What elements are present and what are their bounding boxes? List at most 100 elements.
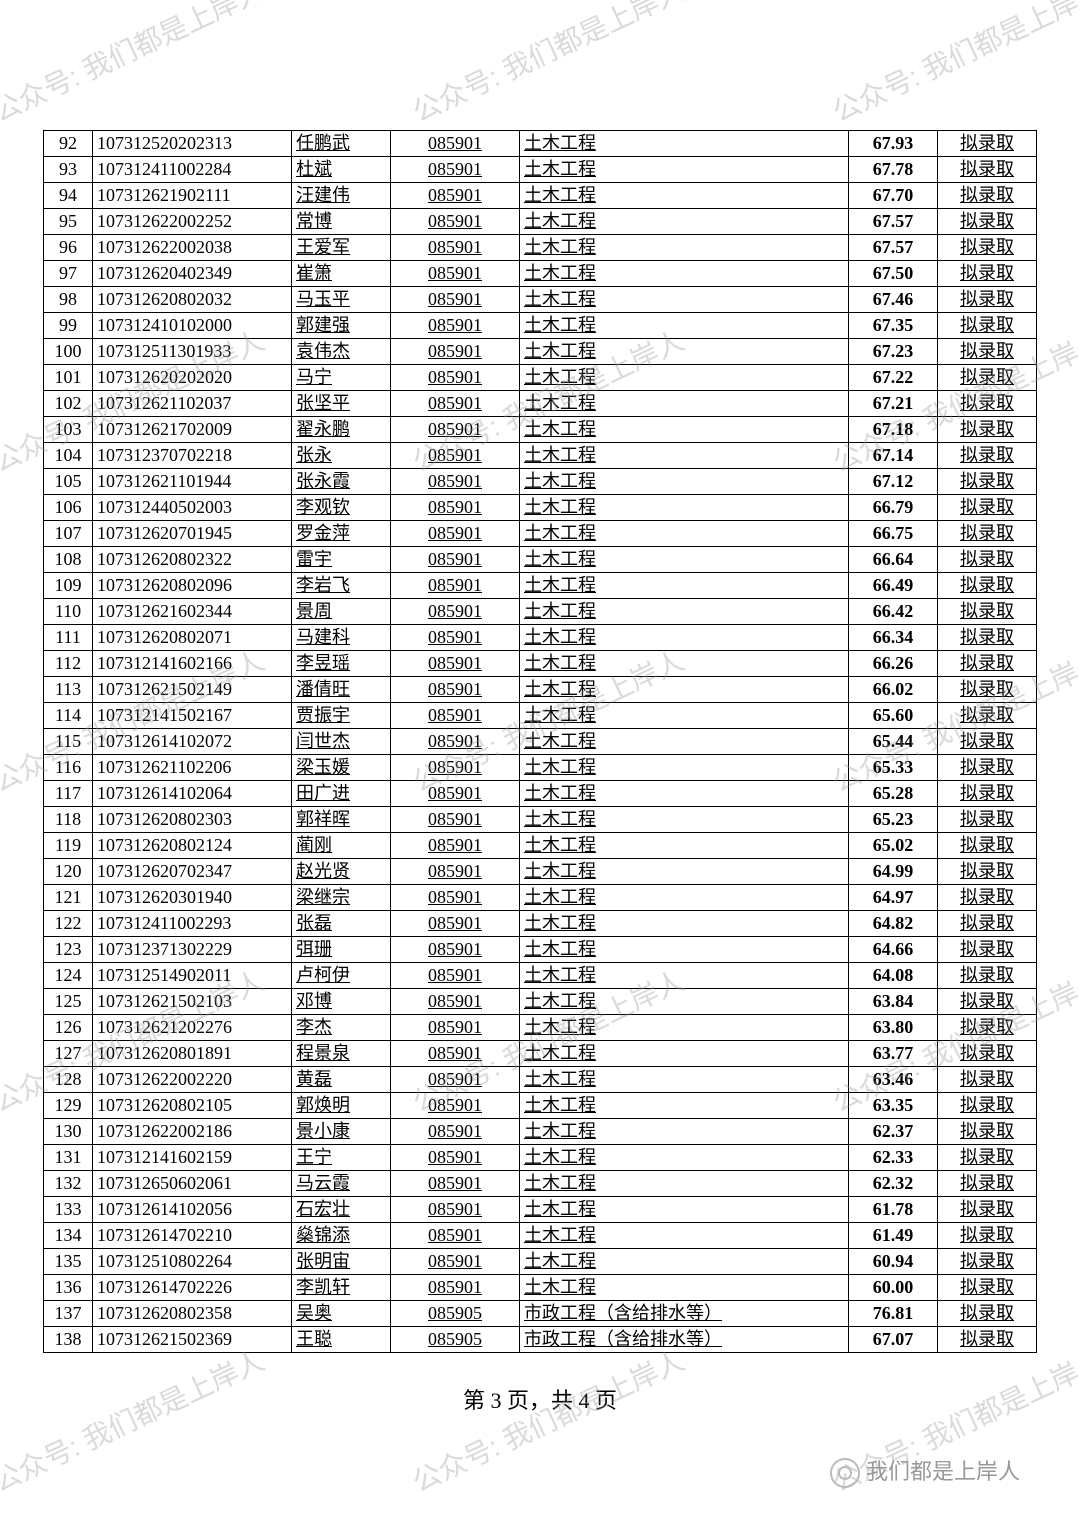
cell-id: 107312620701945 [93, 521, 292, 547]
cell-name: 罗金萍 [292, 521, 391, 547]
cell-name: 王宁 [292, 1145, 391, 1171]
cell-code: 085901 [391, 365, 520, 391]
cell-index: 127 [44, 1041, 93, 1067]
cell-index: 115 [44, 729, 93, 755]
cell-name: 汪建伟 [292, 183, 391, 209]
table-row: 130107312622002186景小康085901土木工程62.37拟录取 [44, 1119, 1037, 1145]
cell-id: 107312620802322 [93, 547, 292, 573]
cell-id: 107312614702226 [93, 1275, 292, 1301]
cell-major: 土木工程 [520, 209, 849, 235]
cell-index: 126 [44, 1015, 93, 1041]
cell-score: 67.22 [849, 365, 938, 391]
table-row: 133107312614102056石宏壮085901土木工程61.78拟录取 [44, 1197, 1037, 1223]
cell-score: 66.02 [849, 677, 938, 703]
cell-code: 085905 [391, 1327, 520, 1353]
cell-status: 拟录取 [938, 1171, 1037, 1197]
table-row: 124107312514902011卢柯伊085901土木工程64.08拟录取 [44, 963, 1037, 989]
table-row: 94107312621902111汪建伟085901土木工程67.70拟录取 [44, 183, 1037, 209]
cell-id: 107312620802032 [93, 287, 292, 313]
cell-code: 085901 [391, 209, 520, 235]
cell-score: 64.99 [849, 859, 938, 885]
page-footer: 第 3 页，共 4 页 [0, 1383, 1080, 1415]
cell-status: 拟录取 [938, 287, 1037, 313]
table-row: 110107312621602344景周085901土木工程66.42拟录取 [44, 599, 1037, 625]
cell-id: 107312514902011 [93, 963, 292, 989]
cell-id: 107312622002038 [93, 235, 292, 261]
cell-status: 拟录取 [938, 313, 1037, 339]
watermark-text: 公众号: 我们都是上岸人 [0, 0, 270, 131]
cell-name: 张永霞 [292, 469, 391, 495]
cell-score: 62.33 [849, 1145, 938, 1171]
cell-code: 085901 [391, 859, 520, 885]
table-row: 135107312510802264张明宙085901土木工程60.94拟录取 [44, 1249, 1037, 1275]
cell-score: 65.33 [849, 755, 938, 781]
cell-code: 085901 [391, 1223, 520, 1249]
watermark-text: 公众号: 我们都是上岸人 [0, 1339, 270, 1500]
cell-name: 马宁 [292, 365, 391, 391]
cell-index: 94 [44, 183, 93, 209]
cell-index: 135 [44, 1249, 93, 1275]
cell-name: 梁继宗 [292, 885, 391, 911]
cell-name: 杜斌 [292, 157, 391, 183]
cell-score: 76.81 [849, 1301, 938, 1327]
table-row: 95107312622002252常博085901土木工程67.57拟录取 [44, 209, 1037, 235]
cell-id: 107312622002252 [93, 209, 292, 235]
cell-major: 土木工程 [520, 1223, 849, 1249]
cell-index: 102 [44, 391, 93, 417]
cell-score: 63.80 [849, 1015, 938, 1041]
cell-id: 107312411002284 [93, 157, 292, 183]
cell-code: 085901 [391, 1093, 520, 1119]
cell-status: 拟录取 [938, 1119, 1037, 1145]
cell-major: 土木工程 [520, 963, 849, 989]
cell-major: 土木工程 [520, 1249, 849, 1275]
table-row: 105107312621101944张永霞085901土木工程67.12拟录取 [44, 469, 1037, 495]
cell-index: 105 [44, 469, 93, 495]
table-row: 104107312370702218张永085901土木工程67.14拟录取 [44, 443, 1037, 469]
table-row: 138107312621502369王聪085905市政工程（含给排水等）67.… [44, 1327, 1037, 1353]
watermark-text: 公众号: 我们都是上岸人 [825, 0, 1080, 131]
cell-id: 107312411002293 [93, 911, 292, 937]
cell-index: 104 [44, 443, 93, 469]
cell-id: 107312621902111 [93, 183, 292, 209]
cell-index: 129 [44, 1093, 93, 1119]
cell-name: 崔箫 [292, 261, 391, 287]
cell-score: 67.21 [849, 391, 938, 417]
cell-id: 107312440502003 [93, 495, 292, 521]
table-row: 126107312621202276李杰085901土木工程63.80拟录取 [44, 1015, 1037, 1041]
cell-name: 黄磊 [292, 1067, 391, 1093]
cell-id: 107312621102206 [93, 755, 292, 781]
cell-code: 085901 [391, 599, 520, 625]
cell-name: 马建科 [292, 625, 391, 651]
cell-score: 66.26 [849, 651, 938, 677]
cell-major: 土木工程 [520, 157, 849, 183]
cell-index: 119 [44, 833, 93, 859]
cell-score: 63.84 [849, 989, 938, 1015]
cell-name: 李昱瑶 [292, 651, 391, 677]
cell-status: 拟录取 [938, 183, 1037, 209]
cell-major: 土木工程 [520, 807, 849, 833]
cell-major: 土木工程 [520, 859, 849, 885]
cell-major: 土木工程 [520, 521, 849, 547]
cell-code: 085901 [391, 1067, 520, 1093]
cell-score: 67.35 [849, 313, 938, 339]
cell-name: 石宏壮 [292, 1197, 391, 1223]
cell-index: 133 [44, 1197, 93, 1223]
cell-major: 土木工程 [520, 781, 849, 807]
admission-table: 92107312520202313任鹏武085901土木工程67.93拟录取93… [43, 130, 1037, 1353]
cell-index: 110 [44, 599, 93, 625]
table-row: 100107312511301933袁伟杰085901土木工程67.23拟录取 [44, 339, 1037, 365]
cell-index: 131 [44, 1145, 93, 1171]
cell-major: 土木工程 [520, 651, 849, 677]
cell-score: 63.46 [849, 1067, 938, 1093]
cell-name: 程景泉 [292, 1041, 391, 1067]
cell-score: 67.14 [849, 443, 938, 469]
table-row: 129107312620802105郭焕明085901土木工程63.35拟录取 [44, 1093, 1037, 1119]
cell-score: 64.08 [849, 963, 938, 989]
cell-status: 拟录取 [938, 365, 1037, 391]
cell-code: 085901 [391, 313, 520, 339]
cell-code: 085901 [391, 937, 520, 963]
cell-score: 64.82 [849, 911, 938, 937]
cell-major: 土木工程 [520, 235, 849, 261]
cell-score: 67.57 [849, 209, 938, 235]
cell-id: 107312621602344 [93, 599, 292, 625]
